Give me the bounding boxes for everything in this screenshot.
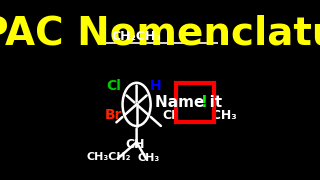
Text: CH: CH xyxy=(126,138,145,150)
Text: !: ! xyxy=(201,95,208,110)
Text: CH₂CH₂CH₃: CH₂CH₂CH₃ xyxy=(162,109,237,122)
Text: Br: Br xyxy=(104,108,122,122)
Text: CH₂CH₃: CH₂CH₃ xyxy=(112,30,162,42)
Text: IUPAC Nomenclature: IUPAC Nomenclature xyxy=(0,14,320,52)
Text: CH₃CH₂: CH₃CH₂ xyxy=(86,152,131,162)
Text: CH₃: CH₃ xyxy=(137,153,159,163)
Text: H: H xyxy=(149,79,161,93)
FancyBboxPatch shape xyxy=(176,83,214,122)
Text: Name it: Name it xyxy=(156,95,228,110)
Text: Cl: Cl xyxy=(106,79,121,93)
